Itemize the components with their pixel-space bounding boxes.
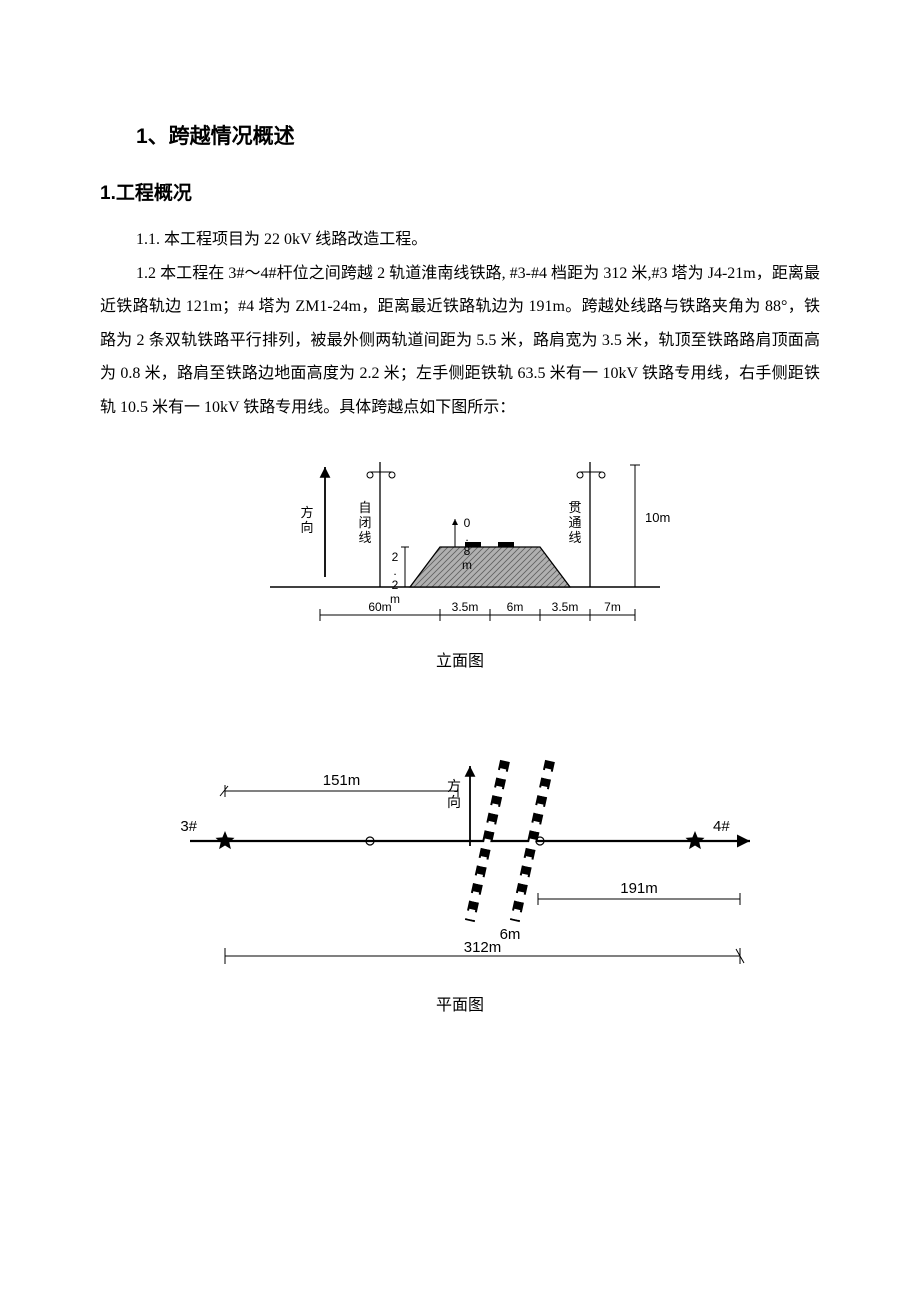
svg-text:2: 2 [392,550,399,564]
paragraph-1-2: 1.2 本工程在 3#～4#杆位之间跨越 2 轨道淮南线铁路, #3-#4 档距… [100,257,820,425]
svg-text:4#: 4# [713,818,730,835]
svg-text:2: 2 [392,578,399,592]
svg-text:10m: 10m [645,510,670,525]
plan-figure: 3# 4# 方向 151m 191m 6m312m 平面图 [100,721,820,1015]
svg-text:0: 0 [464,516,471,530]
svg-text:向: 向 [447,794,461,810]
svg-text:贯: 贯 [568,500,581,515]
svg-text:3#: 3# [180,818,197,835]
svg-text:向: 向 [300,520,313,535]
svg-text:312m: 312m [464,939,502,956]
elevation-svg: 方向自闭线贯通线10m2.2m0.8m60m3.5m6m3.5m7m [240,437,680,637]
svg-text:通: 通 [568,515,581,530]
svg-text:8: 8 [464,544,471,558]
svg-text:方: 方 [447,778,461,794]
svg-text:7m: 7m [604,600,621,614]
svg-text:151m: 151m [323,772,361,789]
svg-text:闭: 闭 [358,515,371,530]
plan-svg: 3# 4# 方向 151m 191m 6m312m [140,721,780,981]
svg-text:60m: 60m [368,600,391,614]
svg-text:线: 线 [358,530,371,545]
svg-text:6m: 6m [507,600,524,614]
svg-text:6m: 6m [500,926,521,943]
svg-text:方: 方 [300,505,313,520]
svg-text:线: 线 [568,530,581,545]
svg-text:3.5m: 3.5m [552,600,579,614]
svg-text:.: . [393,564,396,578]
svg-text:.: . [465,530,468,544]
plan-caption: 平面图 [100,991,820,1015]
elevation-caption: 立面图 [100,647,820,671]
svg-text:自: 自 [358,500,371,515]
subsection-title: 1.工程概况 [100,178,820,205]
section-title: 1、跨越情况概述 [100,120,820,150]
svg-text:m: m [462,558,472,572]
svg-text:191m: 191m [620,880,658,897]
elevation-figure: 方向自闭线贯通线10m2.2m0.8m60m3.5m6m3.5m7m 立面图 [100,437,820,671]
paragraph-1-1: 1.1. 本工程项目为 22 0kV 线路改造工程。 [100,223,820,257]
svg-text:3.5m: 3.5m [452,600,479,614]
